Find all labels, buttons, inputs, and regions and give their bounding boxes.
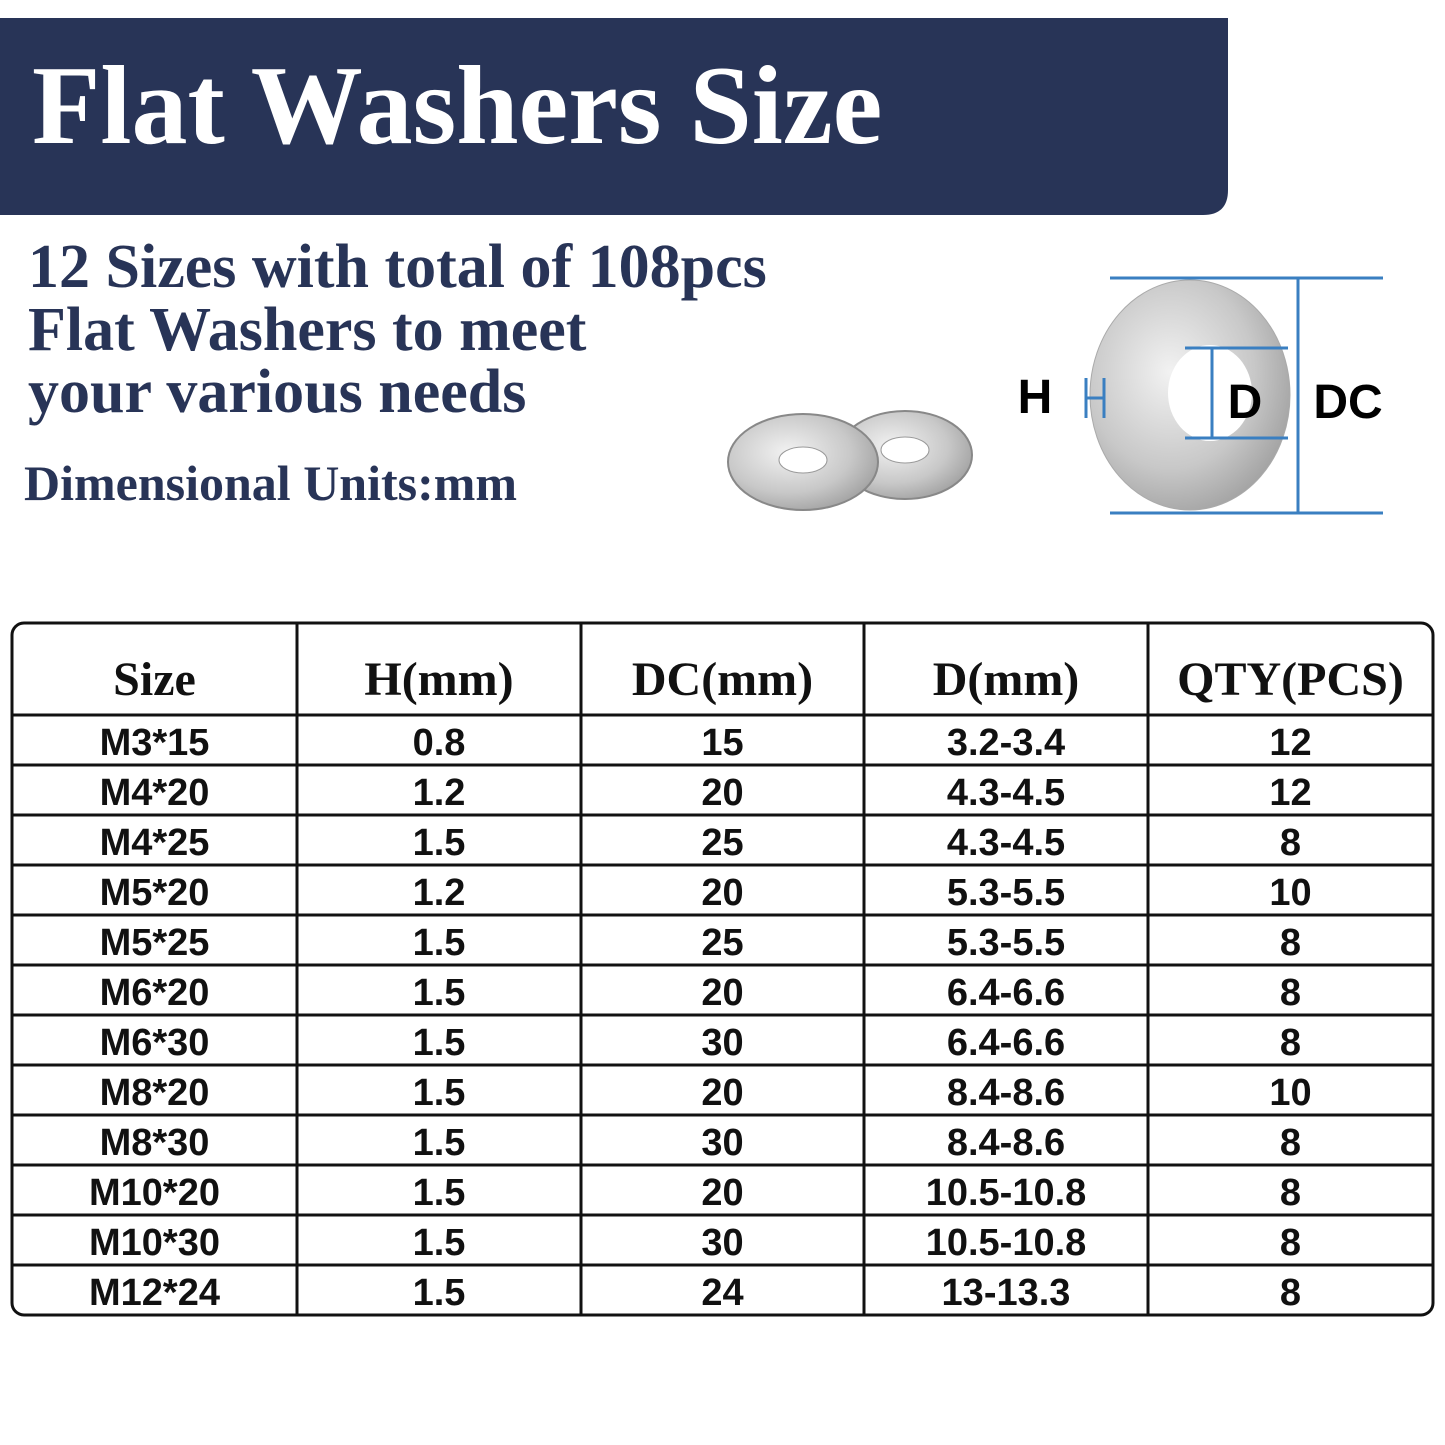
- table-cell: M4*25: [100, 822, 210, 864]
- units-note: Dimensional Units:mm: [24, 455, 517, 511]
- table-cell: M5*25: [100, 922, 210, 964]
- table-cell: 6.4-6.6: [947, 972, 1065, 1014]
- table-cell: 1.5: [413, 1022, 466, 1064]
- table-cell: 1.2: [413, 872, 466, 914]
- table-cell: M5*20: [100, 872, 210, 914]
- table-cell: 8: [1280, 822, 1301, 864]
- column-header: QTY(PCS): [1177, 653, 1404, 706]
- table-cell: 20: [701, 772, 743, 814]
- table-cell: 1.5: [413, 1222, 466, 1264]
- title: Flat Washers Size: [32, 44, 882, 168]
- table-cell: 0.8: [413, 722, 466, 764]
- table-cell: M8*20: [100, 1072, 210, 1114]
- table-cell: 10: [1269, 1072, 1311, 1114]
- table-cell: M12*24: [89, 1272, 220, 1314]
- table-cell: 25: [701, 922, 743, 964]
- table-cell: 12: [1269, 722, 1311, 764]
- table-cell: M4*20: [100, 772, 210, 814]
- size-table: Size H(mm) DC(mm) D(mm) QTY(PCS) M3*15 0.8 15 3.…: [10, 621, 1435, 1317]
- table-cell: 30: [701, 1222, 743, 1264]
- table-cell: 20: [701, 872, 743, 914]
- washer-diagram: H D DC: [1018, 276, 1383, 515]
- table-cell: 24: [701, 1272, 743, 1314]
- intro-line: your various needs: [28, 358, 526, 426]
- dimension-label: D: [1228, 376, 1263, 429]
- table-cell: 10.5-10.8: [926, 1172, 1087, 1214]
- column-header: DC(mm): [632, 653, 813, 706]
- table-cell: 25: [701, 822, 743, 864]
- table-cell: 8: [1280, 1172, 1301, 1214]
- table-cell: 20: [701, 1172, 743, 1214]
- table-cell: 8: [1280, 1272, 1301, 1314]
- table-cell: M3*15: [100, 722, 210, 764]
- table-cell: M10*20: [89, 1172, 220, 1214]
- table-cell: 10.5-10.8: [926, 1222, 1087, 1264]
- table-cell: 8: [1280, 922, 1301, 964]
- column-header: H(mm): [364, 653, 513, 706]
- table-cell: 30: [701, 1122, 743, 1164]
- table-cell: 20: [701, 972, 743, 1014]
- table-cell: 5.3-5.5: [947, 922, 1065, 964]
- dimension-label: H: [1018, 371, 1053, 424]
- table-cell: M6*20: [100, 972, 210, 1014]
- table-cell: M8*30: [100, 1122, 210, 1164]
- table-cell: 13-13.3: [942, 1272, 1071, 1314]
- table-cell: 12: [1269, 772, 1311, 814]
- intro-line: Flat Washers to meet: [28, 296, 587, 364]
- washer-photo: [727, 410, 973, 511]
- table-cell: 8.4-8.6: [947, 1122, 1065, 1164]
- table-cell: M6*30: [100, 1022, 210, 1064]
- column-header: Size: [113, 653, 196, 706]
- table-cell: 10: [1269, 872, 1311, 914]
- table-cell: 4.3-4.5: [947, 822, 1065, 864]
- table-cell: 30: [701, 1022, 743, 1064]
- dimension-label: DC: [1313, 376, 1382, 429]
- table-cell: 5.3-5.5: [947, 872, 1065, 914]
- table-cell: 3.2-3.4: [947, 722, 1065, 764]
- table-cell: 8.4-8.6: [947, 1072, 1065, 1114]
- table-cell: 1.5: [413, 1072, 466, 1114]
- table-cell: M10*30: [89, 1222, 220, 1264]
- table-cell: 1.5: [413, 1272, 466, 1314]
- table-cell: 8: [1280, 1022, 1301, 1064]
- table-cell: 1.5: [413, 922, 466, 964]
- table-cell: 6.4-6.6: [947, 1022, 1065, 1064]
- table-cell: 4.3-4.5: [947, 772, 1065, 814]
- table-cell: 1.5: [413, 822, 466, 864]
- table-cell: 1.2: [413, 772, 466, 814]
- table-cell: 15: [701, 722, 743, 764]
- table-cell: 8: [1280, 1122, 1301, 1164]
- title-banner: [0, 18, 1228, 215]
- table-cell: 1.5: [413, 1172, 466, 1214]
- table-cell: 20: [701, 1072, 743, 1114]
- table-cell: 8: [1280, 972, 1301, 1014]
- intro-line: 12 Sizes with total of 108pcs: [28, 233, 767, 301]
- table-cell: 1.5: [413, 972, 466, 1014]
- table-cell: 1.5: [413, 1122, 466, 1164]
- table-border: [10, 621, 1435, 1317]
- table-cell: 8: [1280, 1222, 1301, 1264]
- column-header: D(mm): [933, 653, 1080, 706]
